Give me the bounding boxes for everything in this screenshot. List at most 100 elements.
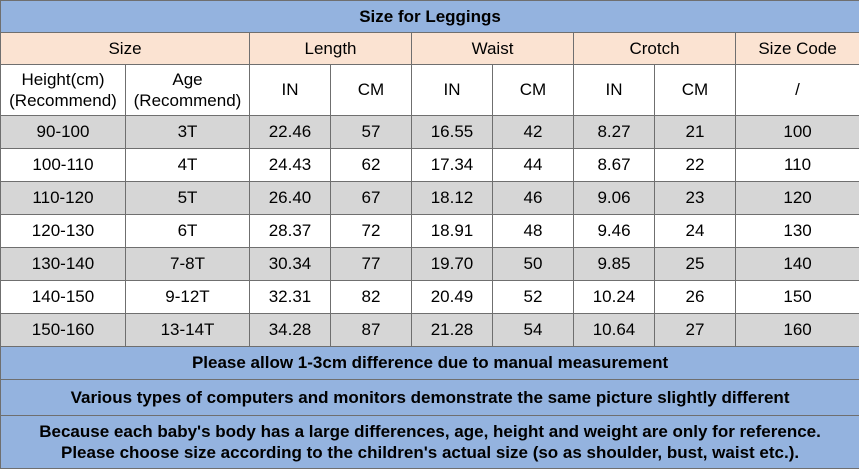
- waist-group-header: Waist: [411, 32, 574, 65]
- length-in-cell: 26.40: [249, 181, 331, 215]
- length-in-cell: 34.28: [249, 313, 331, 347]
- age-cell: 6T: [125, 214, 250, 248]
- height-header: Height(cm) (Recommend): [0, 64, 126, 116]
- size-code-cell: 110: [734, 148, 859, 182]
- length-cm-cell: 67: [330, 181, 412, 215]
- note-reference-line1: Because each baby's body has a large dif…: [39, 422, 821, 441]
- waist-cm-cell: 48: [492, 214, 574, 248]
- size-code-cell: 100: [734, 115, 859, 149]
- waist-in-cell: 20.49: [411, 280, 493, 314]
- waist-in-cell: 18.12: [411, 181, 493, 215]
- table-row: 140-150 9-12T 32.31 82 20.49 52 10.24 26…: [0, 280, 859, 314]
- height-cell: 110-120: [0, 181, 126, 215]
- crotch-cm-cell: 23: [654, 181, 736, 215]
- waist-cm-cell: 50: [492, 247, 574, 281]
- sub-header-row: Height(cm) (Recommend) Age (Recommend) I…: [0, 64, 859, 116]
- length-cm-cell: 72: [330, 214, 412, 248]
- crotch-cm-cell: 24: [654, 214, 736, 248]
- height-cell: 140-150: [0, 280, 126, 314]
- crotch-in-cell: 10.64: [573, 313, 655, 347]
- length-cm-cell: 77: [330, 247, 412, 281]
- length-cm-cell: 62: [330, 148, 412, 182]
- height-header-line1: Height(cm): [21, 70, 105, 89]
- group-header-row: Size Length Waist Crotch Size Code: [0, 32, 859, 65]
- crotch-in-cell: 10.24: [573, 280, 655, 314]
- height-cell: 100-110: [0, 148, 126, 182]
- size-group-header: Size: [0, 32, 250, 65]
- waist-cm-cell: 52: [492, 280, 574, 314]
- table-row: 90-100 3T 22.46 57 16.55 42 8.27 21 100: [0, 115, 859, 149]
- length-in-cell: 22.46: [249, 115, 331, 149]
- age-cell: 13-14T: [125, 313, 250, 347]
- crotch-in-cell: 8.67: [573, 148, 655, 182]
- waist-cm-header: CM: [492, 64, 574, 116]
- height-cell: 130-140: [0, 247, 126, 281]
- waist-in-cell: 19.70: [411, 247, 493, 281]
- waist-cm-cell: 54: [492, 313, 574, 347]
- code-header: /: [734, 64, 859, 116]
- age-cell: 3T: [125, 115, 250, 149]
- height-cell: 120-130: [0, 214, 126, 248]
- crotch-in-header: IN: [573, 64, 655, 116]
- waist-in-cell: 17.34: [411, 148, 493, 182]
- age-header-line2: (Recommend): [133, 91, 242, 110]
- length-in-cell: 24.43: [249, 148, 331, 182]
- crotch-cm-cell: 21: [654, 115, 736, 149]
- table-row: 130-140 7-8T 30.34 77 19.70 50 9.85 25 1…: [0, 247, 859, 281]
- table-row: 150-160 13-14T 34.28 87 21.28 54 10.64 2…: [0, 313, 859, 347]
- length-in-cell: 30.34: [249, 247, 331, 281]
- note-row-allow: Please allow 1-3cm difference due to man…: [0, 346, 859, 380]
- waist-cm-cell: 44: [492, 148, 574, 182]
- crotch-cm-cell: 26: [654, 280, 736, 314]
- waist-in-header: IN: [411, 64, 493, 116]
- age-cell: 7-8T: [125, 247, 250, 281]
- age-header: Age (Recommend): [125, 64, 250, 116]
- note-row-monitors: Various types of computers and monitors …: [0, 379, 859, 416]
- length-in-cell: 32.31: [249, 280, 331, 314]
- length-in-cell: 28.37: [249, 214, 331, 248]
- height-cell: 150-160: [0, 313, 126, 347]
- table-row: 110-120 5T 26.40 67 18.12 46 9.06 23 120: [0, 181, 859, 215]
- crotch-cm-cell: 25: [654, 247, 736, 281]
- height-cell: 90-100: [0, 115, 126, 149]
- size-code-cell: 150: [734, 280, 859, 314]
- length-group-header: Length: [249, 32, 412, 65]
- waist-in-cell: 21.28: [411, 313, 493, 347]
- length-in-header: IN: [249, 64, 331, 116]
- crotch-group-header: Crotch: [573, 32, 736, 65]
- age-cell: 9-12T: [125, 280, 250, 314]
- note-monitor-difference: Various types of computers and monitors …: [0, 379, 859, 416]
- crotch-in-cell: 9.46: [573, 214, 655, 248]
- size-code-cell: 140: [734, 247, 859, 281]
- crotch-cm-header: CM: [654, 64, 736, 116]
- crotch-cm-cell: 22: [654, 148, 736, 182]
- crotch-in-cell: 8.27: [573, 115, 655, 149]
- note-reference-line2: Please choose size according to the chil…: [60, 443, 800, 462]
- length-cm-cell: 87: [330, 313, 412, 347]
- table-title: Size for Leggings: [0, 0, 859, 33]
- waist-in-cell: 16.55: [411, 115, 493, 149]
- age-header-line1: Age: [172, 70, 203, 89]
- note-allow-difference: Please allow 1-3cm difference due to man…: [0, 346, 859, 380]
- size-code-cell: 120: [734, 181, 859, 215]
- waist-cm-cell: 46: [492, 181, 574, 215]
- note-reference: Because each baby's body has a large dif…: [0, 415, 859, 469]
- height-header-line2: (Recommend): [9, 91, 117, 110]
- length-cm-cell: 82: [330, 280, 412, 314]
- age-cell: 4T: [125, 148, 250, 182]
- waist-cm-cell: 42: [492, 115, 574, 149]
- length-cm-cell: 57: [330, 115, 412, 149]
- table-row: 100-110 4T 24.43 62 17.34 44 8.67 22 110: [0, 148, 859, 182]
- age-cell: 5T: [125, 181, 250, 215]
- size-code-cell: 160: [734, 313, 859, 347]
- crotch-in-cell: 9.06: [573, 181, 655, 215]
- crotch-in-cell: 9.85: [573, 247, 655, 281]
- title-row: Size for Leggings: [0, 0, 859, 33]
- length-cm-header: CM: [330, 64, 412, 116]
- note-row-reference: Because each baby's body has a large dif…: [0, 415, 859, 469]
- size-code-header: Size Code: [734, 32, 859, 65]
- size-code-cell: 130: [734, 214, 859, 248]
- crotch-cm-cell: 27: [654, 313, 736, 347]
